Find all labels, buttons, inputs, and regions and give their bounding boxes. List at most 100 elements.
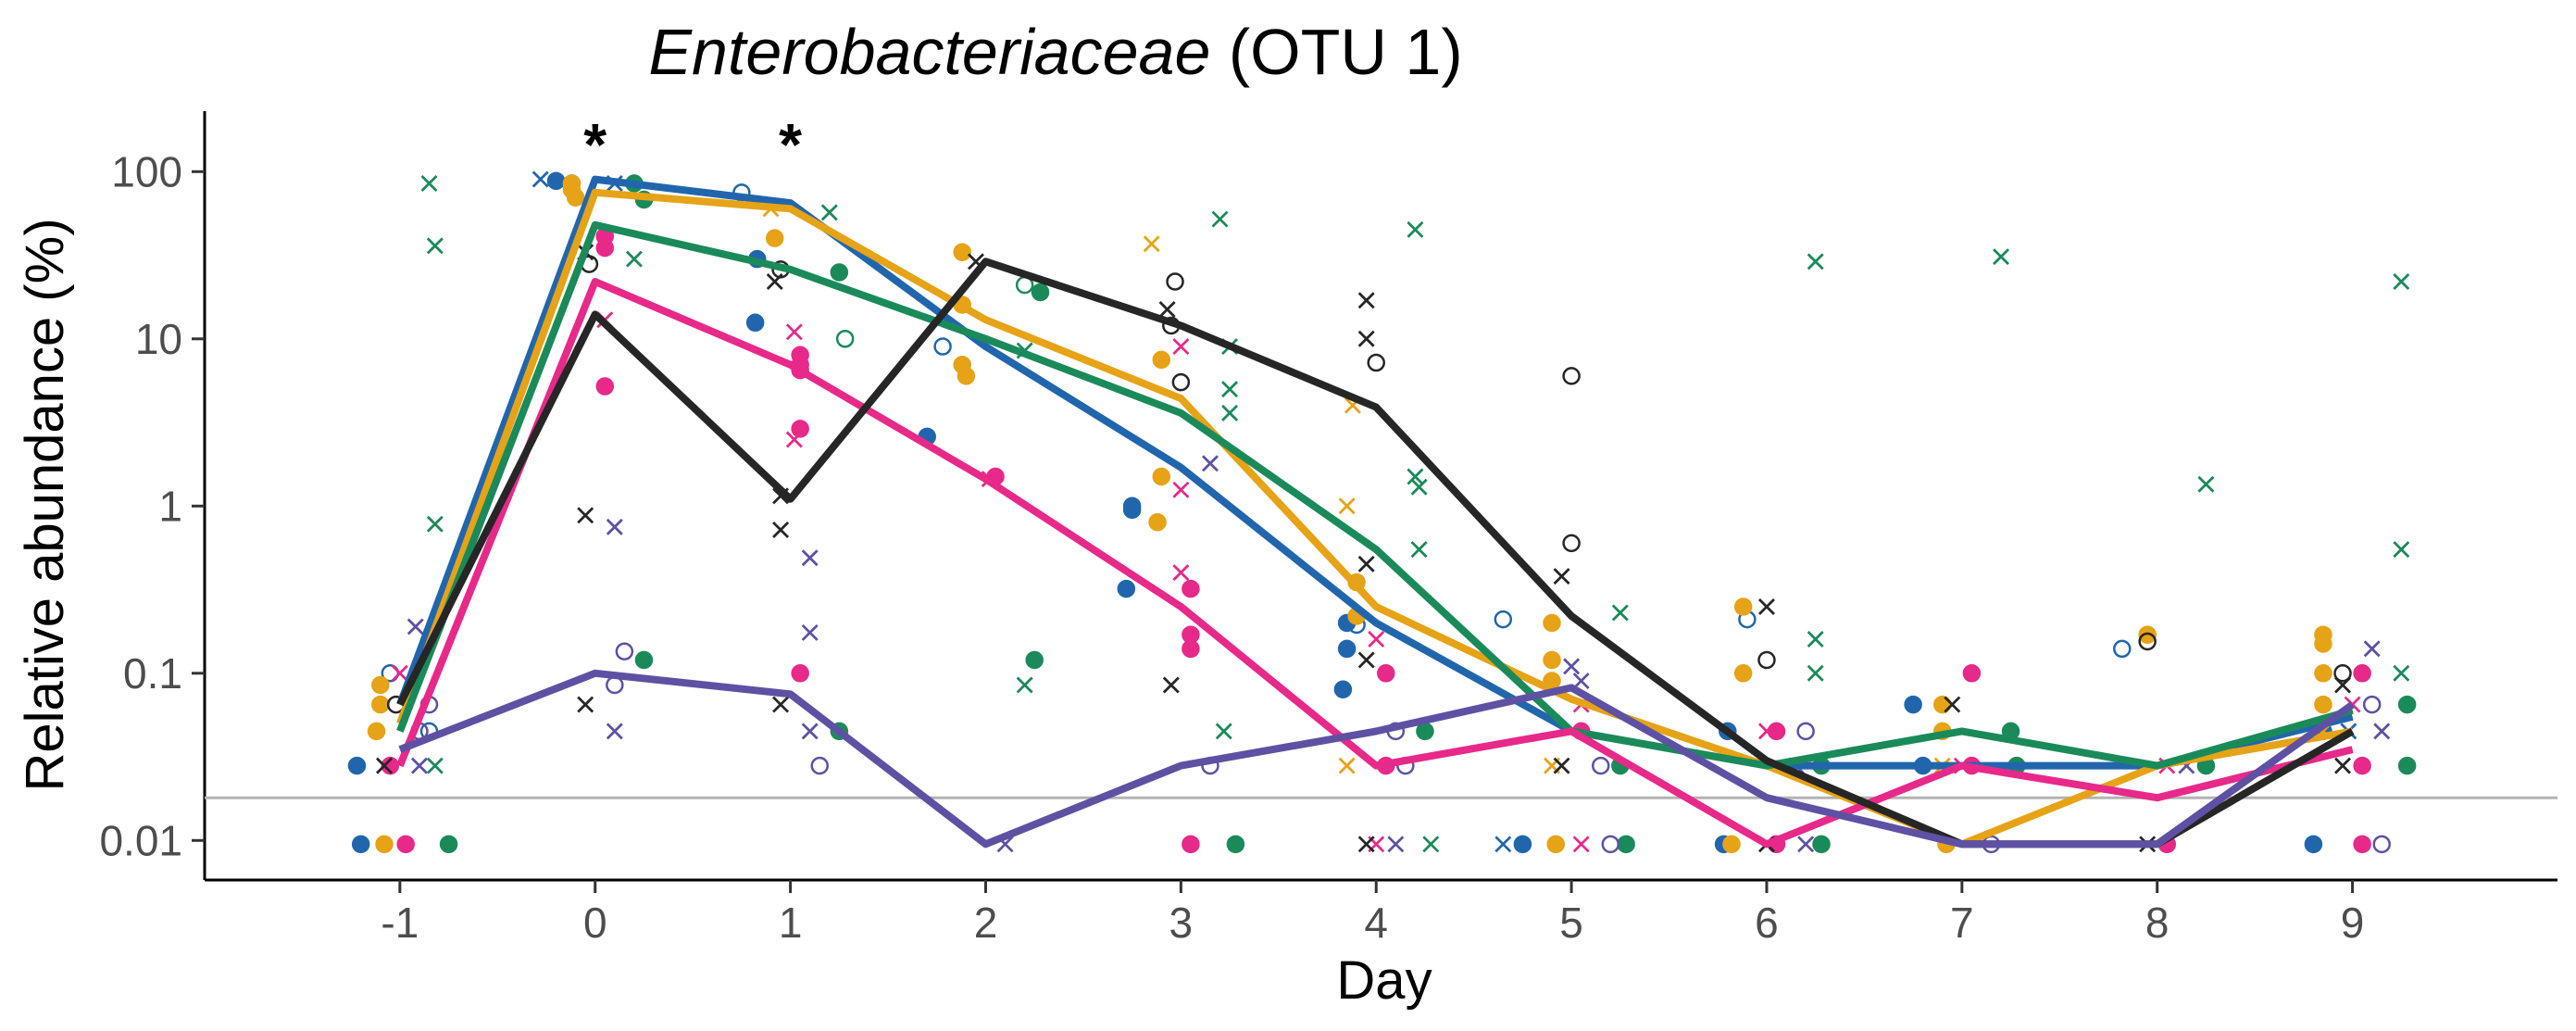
data-point-cross	[1563, 658, 1581, 675]
x-tick-label: 3	[1169, 899, 1194, 947]
data-point-open	[1601, 835, 1620, 854]
data-point-cross	[2334, 676, 2352, 694]
x-tick-label: 5	[1559, 899, 1583, 947]
data-point-filled	[765, 229, 784, 247]
data-point-cross	[820, 204, 838, 221]
data-point-cross	[801, 723, 819, 740]
x-tick-label: 1	[779, 899, 803, 947]
data-point-cross	[2393, 272, 2410, 290]
data-point-cross	[426, 757, 444, 774]
data-point-filled	[347, 756, 367, 775]
data-point-filled	[1182, 835, 1200, 854]
data-point-cross	[1172, 564, 1190, 582]
y-tick-label: 10	[135, 315, 182, 363]
data-point-cross	[2393, 541, 2410, 559]
data-point-cross	[1757, 597, 1775, 615]
chart-title-rest: (OTU 1)	[1210, 16, 1462, 88]
data-point-filled	[2138, 625, 2157, 644]
data-point-cross	[1357, 555, 1375, 572]
data-point-cross	[1553, 568, 1570, 585]
data-point-open	[2362, 695, 2382, 714]
data-point-open	[1562, 534, 1581, 553]
data-point-cross	[1368, 630, 1385, 648]
data-point-cross	[2393, 664, 2410, 682]
data-point-filled	[2314, 635, 2332, 653]
data-point-cross	[1494, 836, 1512, 853]
data-point-cross	[1807, 253, 1824, 270]
data-point-cross	[2334, 757, 2352, 774]
data-point-filled	[595, 377, 615, 396]
data-point-filled	[791, 420, 809, 438]
y-tick-label: 0.01	[99, 816, 182, 864]
data-point-filled	[1377, 664, 1395, 683]
data-point-cross	[391, 664, 408, 682]
data-point-open	[1367, 353, 1385, 372]
x-axis-title: Day	[1336, 950, 1432, 1011]
data-point-filled	[371, 675, 390, 695]
series-points-2	[367, 174, 2332, 854]
data-point-filled	[1722, 835, 1741, 854]
data-point-filled	[1733, 664, 1753, 683]
data-point-cross	[1357, 292, 1375, 309]
series-line-4	[396, 278, 2354, 849]
x-tick-label: 6	[1755, 899, 1779, 947]
data-point-filled	[546, 171, 566, 191]
x-tick-label: 0	[583, 899, 607, 947]
data-point-filled	[2353, 664, 2371, 683]
data-point-open	[1757, 650, 1776, 670]
series-line-3	[396, 220, 2354, 770]
data-point-filled	[371, 695, 390, 714]
data-point-filled	[1182, 579, 1200, 598]
data-point-cross	[1211, 210, 1229, 228]
data-point-filled	[396, 835, 415, 854]
data-point-cross	[785, 323, 803, 341]
data-point-filled	[1733, 597, 1753, 616]
data-point-cross	[1215, 723, 1232, 740]
data-point-filled	[595, 238, 615, 258]
data-point-cross	[772, 696, 790, 713]
data-point-open	[1591, 756, 1610, 775]
data-point-cross	[1410, 541, 1428, 559]
data-point-open	[1166, 272, 1184, 291]
data-point-cross	[606, 518, 623, 535]
data-point-cross	[1338, 757, 1356, 774]
data-point-cross	[1387, 836, 1405, 853]
data-point-cross	[785, 431, 803, 448]
data-point-filled	[1333, 680, 1353, 699]
data-point-cross	[426, 515, 444, 533]
data-point-cross	[1338, 497, 1356, 515]
data-point-cross	[577, 507, 594, 524]
x-tick-label: -1	[381, 899, 419, 947]
data-point-cross	[1357, 651, 1375, 669]
data-point-filled	[745, 313, 765, 333]
data-point-cross	[1172, 338, 1190, 356]
data-point-cross	[1410, 478, 1428, 496]
data-point-cross	[1172, 481, 1190, 498]
data-point-cross	[2363, 640, 2381, 658]
data-point-cross	[1357, 330, 1375, 347]
data-point-cross	[410, 757, 428, 774]
data-point-filled	[1546, 835, 1565, 854]
series-points-4	[381, 227, 2371, 854]
series-line-2	[396, 188, 2354, 849]
data-point-filled	[351, 835, 370, 854]
data-point-filled	[2314, 664, 2332, 683]
data-point-cross	[1221, 381, 1239, 398]
chart-title-italic: Enterobacteriaceae	[648, 16, 1210, 88]
x-tick-label: 2	[974, 899, 998, 947]
data-point-open	[2138, 632, 2157, 651]
data-point-cross	[1944, 696, 1961, 713]
series-points-3	[420, 174, 2417, 854]
data-point-open	[2372, 835, 2391, 854]
data-point-cross	[772, 522, 790, 539]
data-point-cross	[2373, 723, 2391, 740]
x-tick-label: 4	[1364, 899, 1388, 947]
data-point-filled	[1416, 722, 1434, 741]
data-point-filled	[830, 263, 849, 282]
data-point-filled	[791, 664, 809, 683]
data-point-open	[2333, 664, 2352, 683]
data-point-cross	[1357, 836, 1375, 853]
data-point-filled	[1767, 722, 1786, 741]
data-point-cross	[1221, 404, 1239, 421]
